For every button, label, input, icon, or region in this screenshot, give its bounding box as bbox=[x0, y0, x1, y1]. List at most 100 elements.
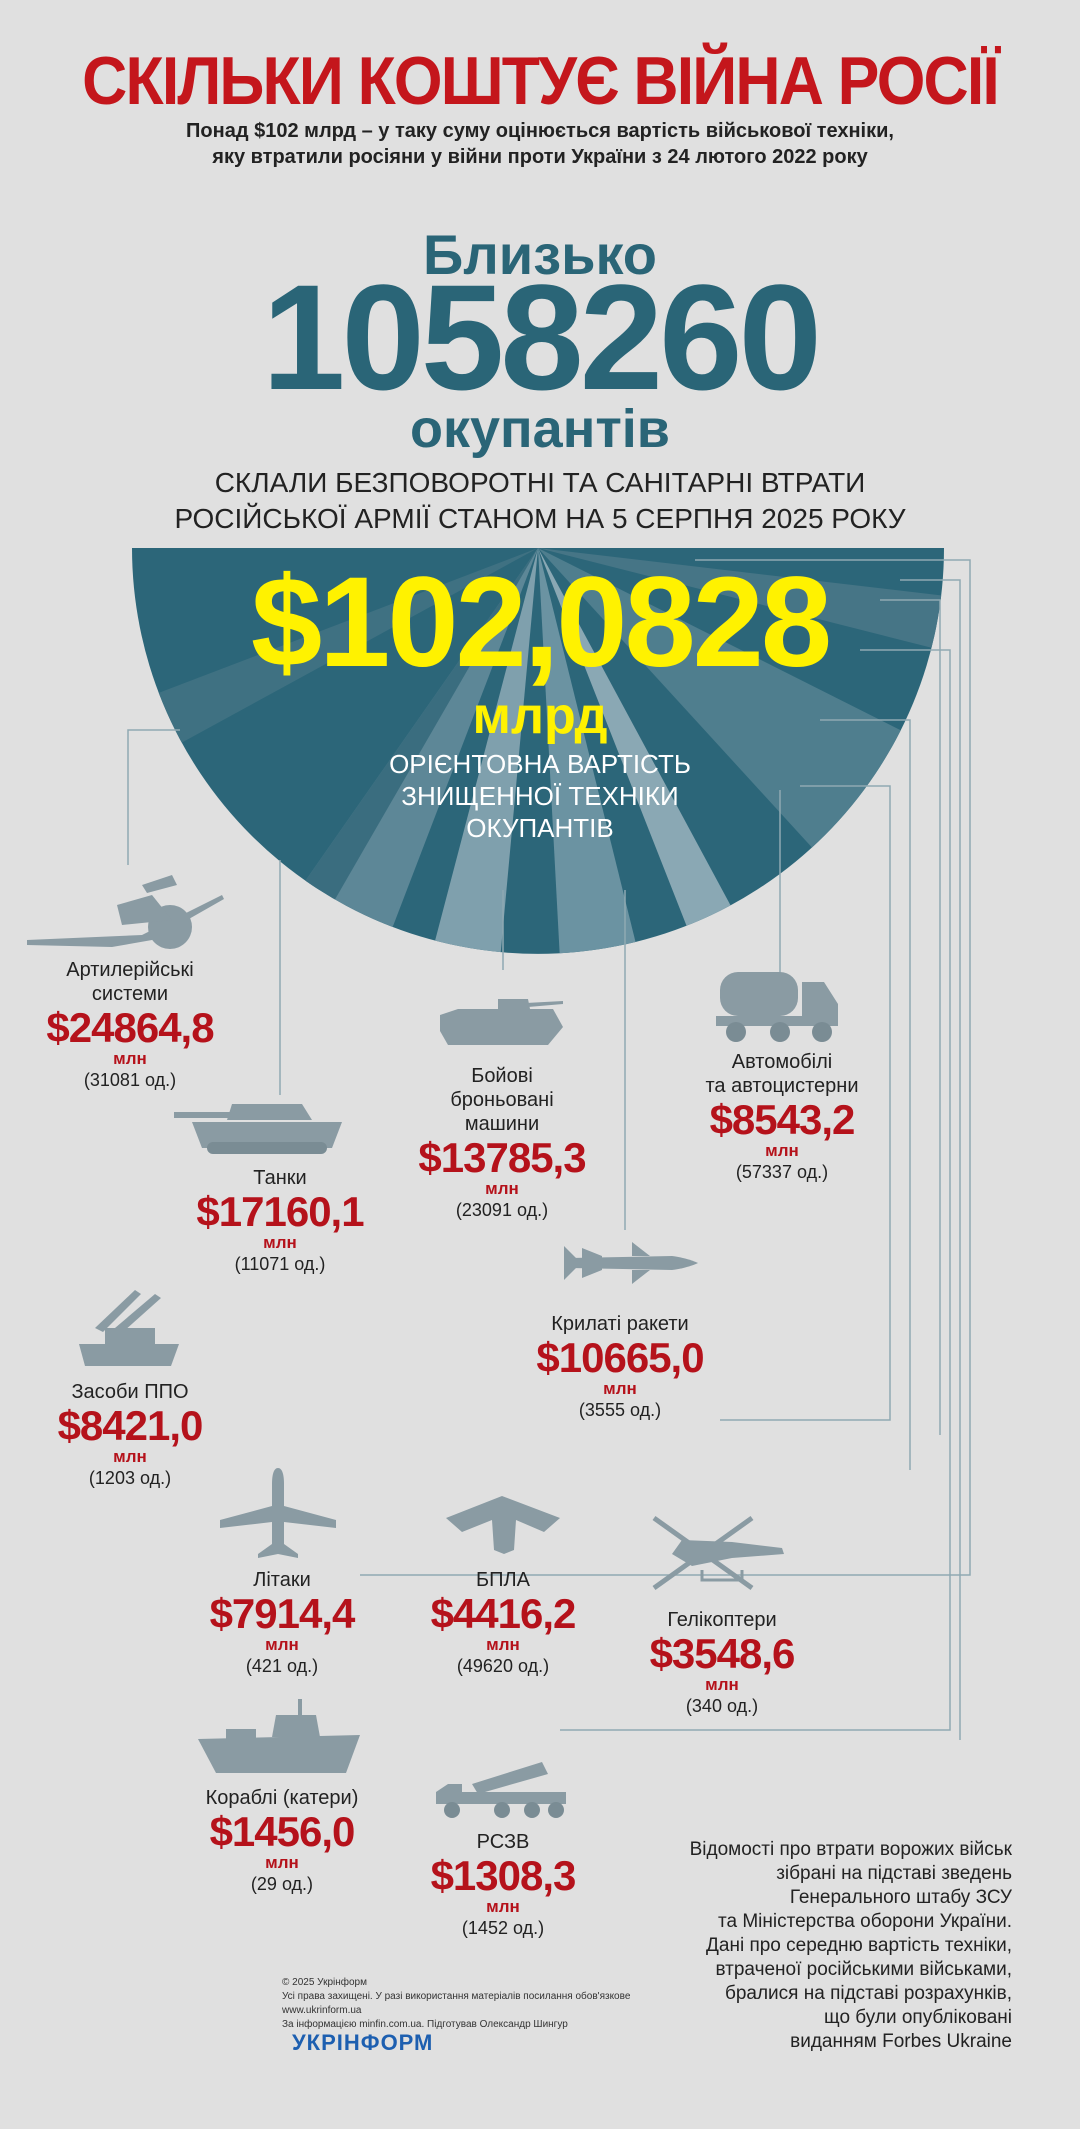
item-armored-vehicles: Бойові броньовані машини $13785,3 млн (2… bbox=[412, 1064, 592, 1222]
item-unit: млн bbox=[265, 1853, 299, 1872]
item-count: (31081 од.) bbox=[83, 1070, 177, 1090]
item-value: $17160,1 bbox=[196, 1188, 364, 1235]
item-label: Кораблі (катери) bbox=[205, 1787, 359, 1809]
item-label: Літаки bbox=[253, 1569, 311, 1591]
item-value: $8543,2 bbox=[709, 1096, 856, 1143]
rights-text: Усі права захищені. У разі використання … bbox=[282, 1991, 631, 2002]
item-count: (11071 од.) bbox=[234, 1254, 326, 1274]
drone-icon bbox=[446, 1496, 560, 1554]
personnel-suffix: окупантів bbox=[410, 399, 670, 459]
copyright-text: © 2025 Укрінформ bbox=[282, 1977, 367, 1988]
item-unit: млн bbox=[486, 1897, 520, 1916]
item-value: $8421,0 bbox=[57, 1402, 204, 1449]
apc-icon bbox=[440, 999, 563, 1045]
artillery-icon bbox=[27, 875, 224, 949]
item-label: машини bbox=[464, 1113, 540, 1135]
item-unit: млн bbox=[485, 1179, 519, 1198]
total-desc-line: ОКУПАНТІВ bbox=[466, 813, 614, 843]
item-label: Автомобілі bbox=[731, 1051, 833, 1073]
item-label: БПЛА bbox=[476, 1569, 530, 1591]
total-amount: $102,0828 bbox=[250, 551, 832, 694]
item-value: $3548,6 bbox=[649, 1630, 796, 1677]
item-value: $24864,8 bbox=[46, 1004, 214, 1051]
item-unit: млн bbox=[113, 1447, 147, 1466]
missile-icon bbox=[564, 1242, 698, 1284]
truck-icon bbox=[716, 972, 838, 1042]
item-count: (23091 од.) bbox=[455, 1200, 549, 1220]
ship-icon bbox=[198, 1699, 360, 1773]
item-air-defense: Засоби ППО $8421,0 млн (1203 од.) bbox=[40, 1380, 220, 1490]
item-label: РСЗВ bbox=[476, 1831, 530, 1853]
item-count: (29 од.) bbox=[250, 1874, 314, 1894]
item-drones: БПЛА $4416,2 млн (49620 од.) bbox=[413, 1568, 593, 1678]
item-unit: млн bbox=[113, 1049, 147, 1068]
source-note: Відомості про втрати ворожих військ зібр… bbox=[592, 1838, 1012, 2054]
item-value: $13785,3 bbox=[418, 1134, 586, 1181]
personnel-desc-line: СКЛАЛИ БЕЗПОВОРОТНІ ТА САНІТАРНІ ВТРАТИ bbox=[214, 467, 866, 498]
item-label: Бойові bbox=[471, 1065, 533, 1087]
personnel-number: 1058260 bbox=[262, 253, 822, 421]
item-label: Засоби ППО bbox=[71, 1381, 189, 1403]
mlrs-icon bbox=[436, 1762, 566, 1818]
item-tanks: Танки $17160,1 млн (11071 од.) bbox=[190, 1166, 370, 1276]
tank-icon bbox=[174, 1104, 342, 1154]
item-ships: Кораблі (катери) $1456,0 млн (29 од.) bbox=[192, 1786, 372, 1896]
note-line: бралися на підставі розрахунків, bbox=[724, 1983, 1012, 2004]
note-line: виданням Forbes Ukraine bbox=[790, 2031, 1012, 2052]
item-value: $1308,3 bbox=[430, 1852, 577, 1899]
item-value: $7914,4 bbox=[209, 1590, 356, 1637]
subtitle-line: Понад $102 млрд – у таку суму оцінюється… bbox=[186, 120, 894, 142]
note-line: Генерального штабу ЗСУ bbox=[789, 1887, 1012, 1908]
item-label: Танки bbox=[253, 1167, 307, 1189]
total-desc-line: ЗНИЩЕННОЇ ТЕХНІКИ bbox=[401, 781, 679, 811]
item-label: броньовані bbox=[450, 1089, 554, 1111]
item-unit: млн bbox=[486, 1635, 520, 1654]
credits-text: За інформацією minfin.com.ua. Підготував… bbox=[282, 2019, 568, 2030]
item-count: (1203 од.) bbox=[88, 1468, 172, 1488]
item-value: $10665,0 bbox=[536, 1334, 704, 1381]
item-count: (57337 од.) bbox=[735, 1162, 829, 1182]
item-unit: млн bbox=[603, 1379, 637, 1398]
air-defense-icon bbox=[79, 1290, 179, 1366]
total-desc-line: ОРІЄНТОВНА ВАРТІСТЬ bbox=[389, 749, 691, 779]
item-label: Артилерійські bbox=[66, 959, 194, 981]
note-line: зібрані на підставі зведень bbox=[776, 1863, 1012, 1884]
item-count: (421 од.) bbox=[245, 1656, 319, 1676]
item-value: $1456,0 bbox=[209, 1808, 356, 1855]
footer-copyright: © 2025 Укрінформ Усі права захищені. У р… bbox=[282, 1976, 630, 2032]
item-mlrs: РСЗВ $1308,3 млн (1452 од.) bbox=[413, 1830, 593, 1940]
item-helicopters: Гелікоптери $3548,6 млн (340 од.) bbox=[632, 1608, 812, 1718]
item-label: Гелікоптери bbox=[667, 1609, 777, 1631]
personnel-description: СКЛАЛИ БЕЗПОВОРОТНІ ТА САНІТАРНІ ВТРАТИ … bbox=[0, 465, 1080, 537]
item-count: (340 од.) bbox=[685, 1696, 759, 1716]
note-line: втраченої російськими військами, bbox=[715, 1959, 1012, 1980]
personnel-desc-line: РОСІЙСЬКОЇ АРМІЇ СТАНОМ НА 5 СЕРПНЯ 2025… bbox=[174, 503, 906, 534]
personnel-prefix: Близько bbox=[422, 223, 657, 286]
item-unit: млн bbox=[263, 1233, 297, 1252]
note-line: Дані про середню вартість техніки, bbox=[706, 1935, 1012, 1956]
brand-logo: УКРІНФОРМ bbox=[292, 2030, 434, 2055]
total-description: ОРІЄНТОВНА ВАРТІСТЬ ЗНИЩЕННОЇ ТЕХНІКИ ОК… bbox=[0, 748, 1080, 844]
item-label: Крилаті ракети bbox=[551, 1313, 689, 1335]
helicopter-icon bbox=[652, 1515, 784, 1591]
item-cruise-missiles: Крилаті ракети $10665,0 млн (3555 од.) bbox=[520, 1312, 720, 1422]
page-title: СКІЛЬКИ КОШТУЄ ВІЙНА РОСІЇ bbox=[82, 43, 1000, 119]
item-count: (3555 од.) bbox=[578, 1400, 662, 1420]
note-line: що були опубліковані bbox=[824, 2007, 1012, 2028]
item-count: (49620 од.) bbox=[456, 1656, 550, 1676]
item-count: (1452 од.) bbox=[461, 1918, 545, 1938]
item-unit: млн bbox=[765, 1141, 799, 1160]
note-line: Відомості про втрати ворожих військ bbox=[689, 1839, 1012, 1860]
item-value: $4416,2 bbox=[430, 1590, 577, 1637]
total-unit: млрд bbox=[472, 687, 608, 745]
item-unit: млн bbox=[265, 1635, 299, 1654]
subtitle: Понад $102 млрд – у таку суму оцінюється… bbox=[0, 118, 1080, 170]
note-line: та Міністерства оборони України. bbox=[717, 1911, 1012, 1932]
item-label: системи bbox=[91, 983, 169, 1005]
item-unit: млн bbox=[705, 1675, 739, 1694]
site-link[interactable]: www.ukrinform.ua bbox=[282, 2005, 362, 2016]
item-planes: Літаки $7914,4 млн (421 од.) bbox=[192, 1568, 372, 1678]
item-artillery: Артилерійські системи $24864,8 млн (3108… bbox=[40, 958, 220, 1092]
item-label: та автоцистерни bbox=[705, 1075, 859, 1097]
